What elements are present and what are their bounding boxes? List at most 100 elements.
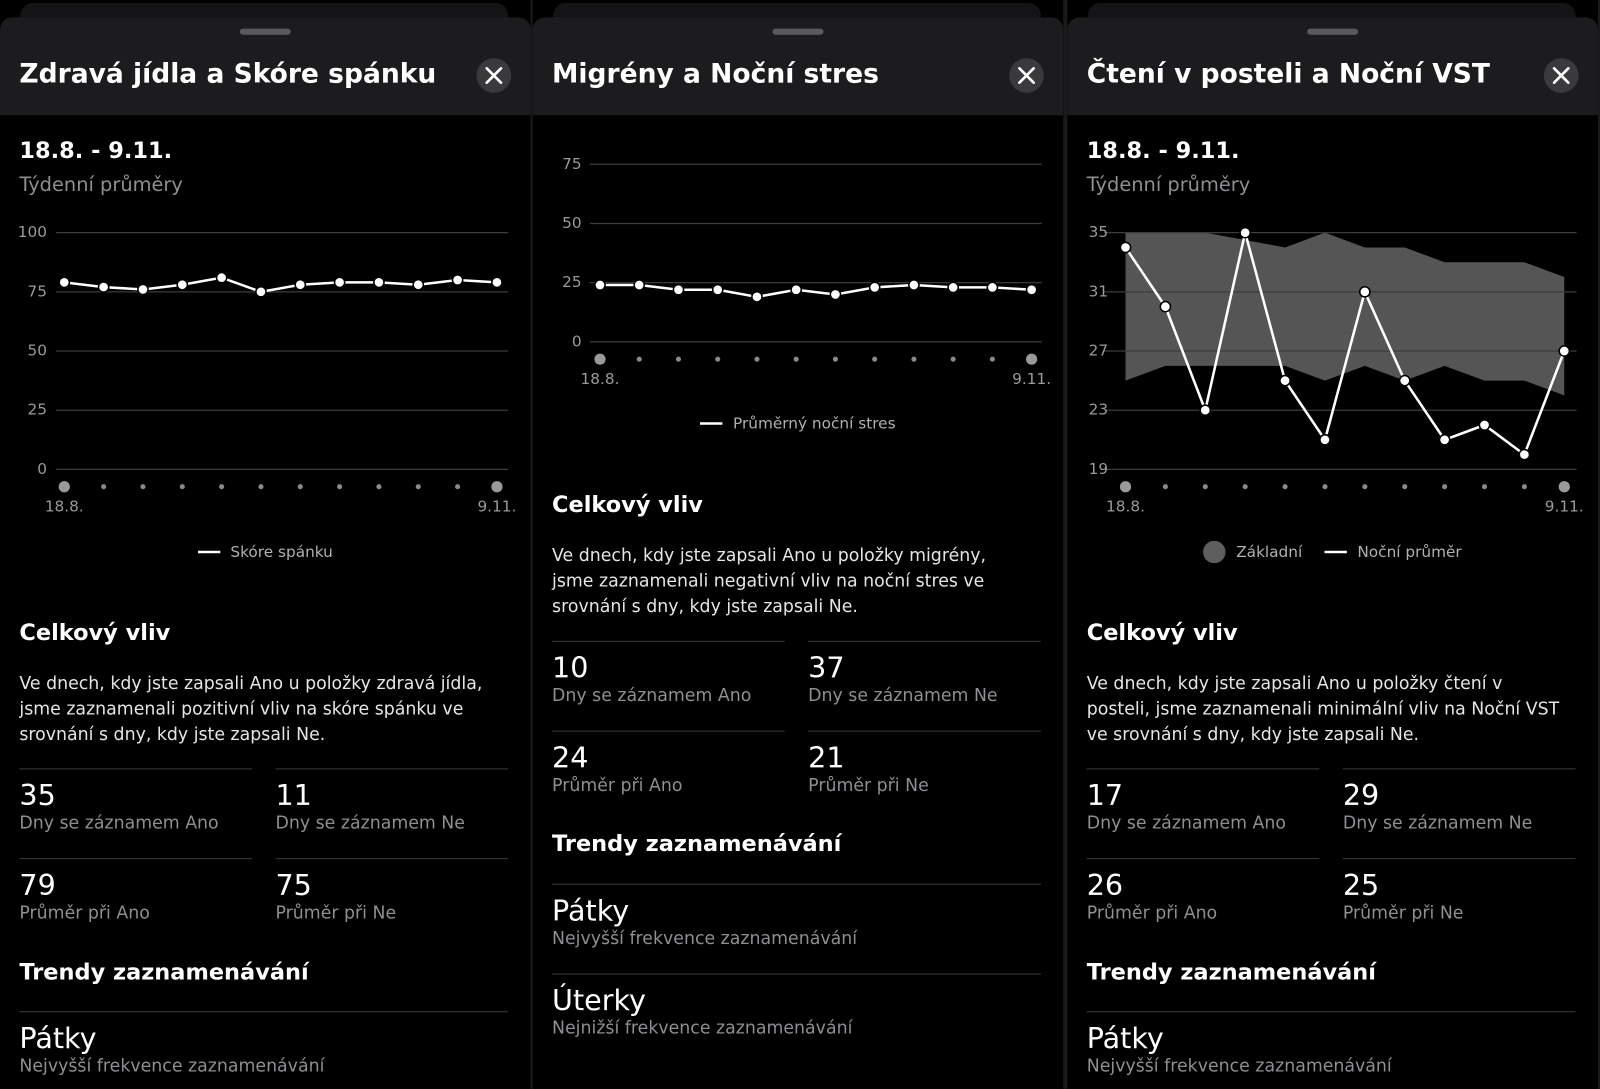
x-dot	[1119, 481, 1132, 493]
legend-circle	[1203, 540, 1226, 564]
separator	[19, 1011, 509, 1013]
stat-value: 37	[808, 650, 845, 685]
chart-subtitle: Týdenní průměry	[19, 173, 183, 197]
x-dot	[1362, 484, 1368, 490]
stat-value: 26	[1086, 867, 1124, 902]
data-point	[58, 276, 71, 289]
x-dot	[754, 356, 760, 362]
section-heading: Celkový vliv	[1086, 620, 1238, 647]
y-tick-label: 25	[562, 273, 581, 291]
separator	[808, 640, 1041, 642]
legend-item: Průměrný noční stres	[700, 412, 896, 434]
sheet-panel: Čtení v posteli a Noční VST 18.8. - 9.11.…	[1067, 0, 1598, 1089]
data-point	[1518, 448, 1531, 461]
legend-item: Skóre spánku	[197, 541, 333, 563]
x-dot	[989, 356, 995, 362]
stat-label: Průměr při Ano	[1086, 903, 1218, 924]
x-dot	[1481, 484, 1488, 490]
x-dot	[258, 484, 264, 490]
separator	[275, 768, 509, 770]
x-dot	[1162, 484, 1168, 490]
data-point	[491, 276, 503, 289]
panel-title: Migrény a Noční stres	[552, 59, 879, 90]
data-point	[751, 290, 763, 303]
x-tick-label: 18.8.	[581, 370, 620, 388]
data-point	[412, 278, 425, 291]
data-point	[215, 271, 228, 284]
legend-label: Průměrný noční stres	[732, 414, 896, 433]
data-point	[1478, 419, 1491, 431]
stat-label: Průměr při Ano	[552, 775, 683, 797]
legend: Průměrný noční stres	[533, 412, 1064, 434]
impact-text: Ve dnech, kdy jste zapsali Ano u položky…	[19, 673, 483, 746]
data-point	[1398, 374, 1411, 387]
data-point	[137, 283, 149, 296]
legend-label: Skóre spánku	[230, 542, 333, 562]
trend-subtitle: Nejvyšší frekvence zaznamenávání	[1086, 1056, 1392, 1077]
x-dot	[140, 484, 146, 490]
x-dot	[219, 484, 225, 490]
header	[1067, 17, 1598, 116]
x-tick-label: 9.11.	[1545, 498, 1584, 516]
date-range: 18.8. - 9.11.	[19, 139, 173, 165]
header-icons	[239, 28, 512, 93]
separator	[275, 858, 509, 860]
separator	[552, 640, 785, 642]
separator	[808, 730, 1041, 732]
stat-value: 21	[808, 740, 845, 775]
stat-value: 29	[1342, 778, 1380, 812]
impact-text: Ve dnech, kdy jste zapsali Ano u položky…	[552, 546, 987, 618]
data-point	[947, 281, 960, 294]
x-dot	[594, 353, 606, 365]
x-dot	[1521, 484, 1527, 490]
close-button[interactable]	[1009, 58, 1044, 93]
x-dot	[1202, 484, 1208, 490]
legend-label: Noční průměr	[1357, 542, 1462, 562]
stat-label: Dny se záznamem Ano	[552, 686, 752, 707]
close-button[interactable]	[476, 58, 512, 93]
separator	[552, 973, 1041, 975]
x-dot	[1282, 484, 1288, 490]
y-tick-label: 19	[1089, 460, 1108, 478]
data-point	[451, 274, 464, 286]
section-heading: Celkový vliv	[19, 620, 171, 647]
data-point	[711, 283, 724, 296]
stat-value: 10	[552, 650, 589, 685]
trend-title: Úterky	[552, 983, 646, 1017]
x-tick-label: 18.8.	[45, 498, 84, 516]
separator	[19, 858, 253, 860]
stat-label: Průměr při Ne	[808, 775, 929, 797]
separator	[1342, 858, 1576, 860]
trend-subtitle: Nejvyšší frekvence zaznamenávání	[19, 1056, 325, 1077]
y-tick-label: 0	[37, 460, 47, 478]
close-x	[1552, 67, 1570, 84]
chart: 19 23 27 31 35 18.8. 9.11.	[1089, 223, 1584, 516]
x-dot	[376, 484, 382, 490]
series-line	[1124, 232, 1566, 457]
close-button[interactable]	[1543, 58, 1579, 93]
trend-title: Pátky	[552, 893, 630, 928]
trend-title: Pátky	[1086, 1021, 1164, 1055]
y-tick-label: 0	[572, 332, 582, 350]
legend-label: Základní	[1236, 542, 1303, 562]
x-dot	[58, 481, 70, 493]
close-x	[485, 67, 503, 84]
stat-value: 79	[19, 867, 56, 902]
stat-value: 25	[1342, 867, 1380, 902]
y-tick-label: 35	[1089, 223, 1108, 241]
section-heading: Trendy zaznamenávání	[1086, 960, 1376, 987]
trend-subtitle: Nejvyšší frekvence zaznamenávání	[552, 929, 858, 950]
stat-label: Průměr při Ano	[19, 903, 150, 924]
grabber	[1307, 28, 1359, 35]
data-point	[1239, 226, 1252, 239]
data-point	[373, 276, 385, 289]
x-dot	[297, 484, 303, 490]
stat-value: 35	[19, 778, 56, 812]
close-x	[1018, 67, 1035, 84]
x-dot	[337, 484, 343, 490]
x-dot	[1242, 484, 1248, 490]
x-dot	[911, 356, 917, 362]
trend-subtitle: Nejnižší frekvence zaznamenávání	[552, 1018, 853, 1040]
